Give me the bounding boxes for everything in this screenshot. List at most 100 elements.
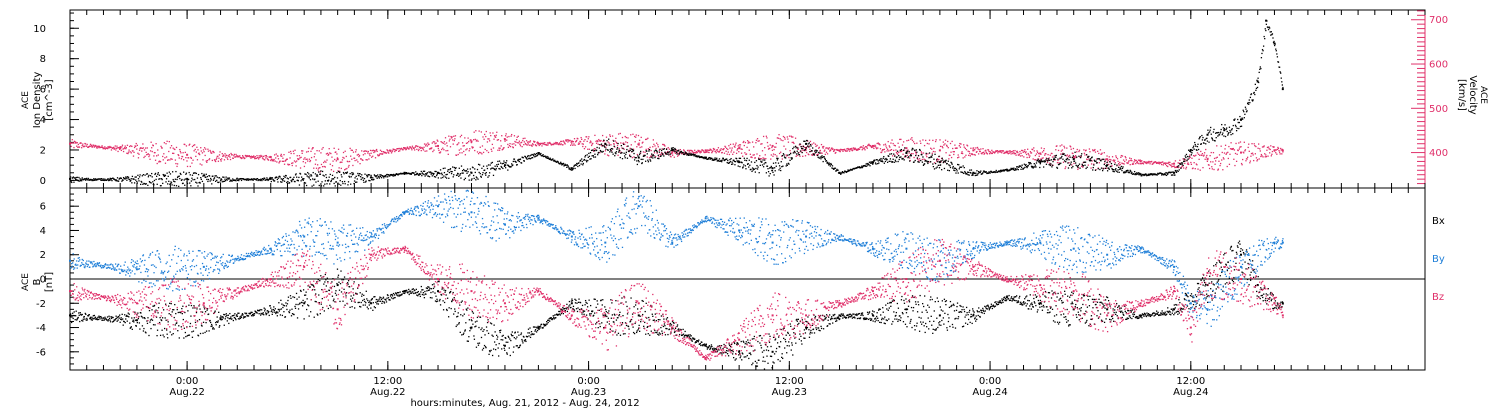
density-series-point: [907, 156, 909, 159]
density-series-point: [362, 177, 364, 179]
density-series-point: [1176, 169, 1178, 172]
velocity-series-point: [343, 169, 346, 171]
velocity-series-point: [458, 142, 460, 144]
velocity-series-point: [1122, 159, 1125, 161]
density-series-point: [814, 150, 816, 152]
velocity-series-point: [385, 152, 388, 154]
velocity-series-point: [996, 150, 998, 152]
velocity-series-point: [730, 149, 733, 151]
velocity-series-point: [85, 145, 88, 147]
velocity-series-point: [1090, 167, 1092, 169]
density-series-point: [566, 166, 568, 168]
density-series-point: [1102, 168, 1104, 170]
density-series-point: [430, 173, 432, 175]
density-series-point: [761, 164, 764, 166]
velocity-series-point: [119, 148, 121, 151]
density-series-anchor: [186, 177, 189, 180]
velocity-series-point: [520, 141, 523, 144]
density-series-point: [187, 178, 190, 181]
density-series-point: [1232, 124, 1234, 127]
density-series-point: [200, 178, 202, 180]
velocity-series-point: [1060, 153, 1062, 155]
density-series-point: [1212, 139, 1214, 141]
velocity-series-point: [331, 165, 334, 167]
bottom-ytick-label: -6: [36, 347, 46, 358]
data-points: [69, 19, 1284, 370]
density-series-anchor: [637, 156, 640, 159]
velocity-series-point: [505, 133, 507, 135]
velocity-series-point: [364, 153, 366, 155]
density-series-point: [1116, 171, 1119, 173]
velocity-series-point: [209, 149, 211, 152]
density-series-point: [223, 176, 225, 178]
density-series-point: [1237, 118, 1239, 121]
velocity-series-point: [1056, 161, 1059, 164]
density-series-point: [628, 150, 630, 153]
velocity-series-point: [773, 146, 776, 148]
velocity-series-point: [712, 150, 714, 152]
velocity-series-point: [906, 140, 908, 142]
density-series-point: [312, 171, 314, 174]
density-series-point: [636, 160, 638, 162]
density-series-point: [397, 174, 399, 176]
density-series-point: [913, 161, 915, 163]
velocity-series-point: [814, 149, 816, 152]
velocity-series-point: [924, 159, 926, 161]
velocity-series-point: [265, 154, 268, 157]
velocity-series-point: [1224, 148, 1226, 150]
density-series-point: [101, 179, 104, 181]
density-series-point: [588, 152, 590, 155]
density-series-point: [881, 159, 883, 161]
density-series-point: [165, 178, 168, 180]
density-series-point: [492, 174, 495, 177]
velocity-series-point: [615, 141, 618, 144]
velocity-series-point: [1008, 150, 1010, 152]
velocity-series-point: [1222, 169, 1224, 171]
density-series-point: [278, 175, 281, 177]
velocity-series-point: [677, 152, 679, 155]
density-series-point: [940, 160, 942, 162]
density-series-point: [640, 158, 642, 161]
density-series-point: [539, 153, 541, 155]
velocity-series-point: [974, 154, 976, 156]
velocity-series-point: [953, 153, 955, 156]
velocity-series-point: [1095, 158, 1098, 160]
density-series-point: [74, 178, 77, 180]
density-series-point: [678, 153, 680, 155]
density-series-point: [968, 171, 970, 174]
density-series-point: [287, 180, 289, 183]
velocity-series-point: [744, 152, 746, 154]
density-series-point: [1113, 169, 1115, 171]
density-series-point: [277, 177, 280, 179]
density-series-point: [1207, 132, 1210, 134]
velocity-series-point: [426, 145, 428, 147]
velocity-series-point: [679, 148, 682, 151]
velocity-series-point: [1186, 163, 1189, 165]
velocity-series-point: [266, 156, 268, 158]
velocity-series-point: [1033, 150, 1035, 152]
density-series-point: [541, 155, 544, 157]
xtick-time-label: 0:00: [577, 376, 599, 387]
density-series-point: [856, 167, 858, 169]
velocity-series-point: [163, 153, 165, 155]
density-series-point: [884, 160, 887, 163]
velocity-series-point: [206, 161, 208, 163]
density-series-point: [318, 184, 320, 187]
density-series-point: [322, 174, 324, 176]
bx-series-point: [70, 313, 72, 315]
velocity-series-point: [667, 150, 669, 153]
velocity-series-point: [728, 153, 731, 156]
velocity-series-point: [730, 151, 732, 153]
density-series-point: [174, 181, 176, 183]
density-series-point: [1239, 125, 1242, 128]
density-series-point: [763, 163, 765, 165]
density-series-point: [356, 181, 358, 183]
density-series-point: [960, 166, 963, 168]
density-series-point: [766, 165, 769, 167]
velocity-series-point: [870, 146, 872, 148]
density-series-point: [970, 169, 973, 171]
density-series-point: [488, 175, 490, 177]
density-series-point: [650, 156, 652, 159]
velocity-series-point: [77, 143, 80, 146]
velocity-series-point: [1244, 149, 1247, 151]
